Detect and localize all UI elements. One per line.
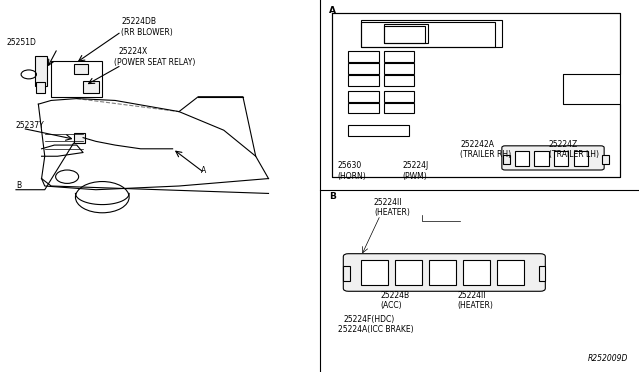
Bar (361, 20, 502, 46)
Text: B: B (16, 181, 21, 190)
Bar (539, 266, 545, 281)
Text: 25224II: 25224II (374, 198, 403, 206)
Bar (348, 125, 409, 136)
Text: 25224Z: 25224Z (548, 140, 578, 149)
Bar (383, 103, 414, 113)
Bar (35, 56, 47, 86)
Text: 25224II: 25224II (457, 291, 486, 300)
Bar (361, 22, 495, 46)
Bar (51, 61, 102, 97)
Bar (497, 260, 524, 285)
FancyBboxPatch shape (343, 254, 545, 291)
Bar (83, 81, 99, 93)
Bar (602, 155, 609, 164)
Bar (383, 51, 414, 62)
Text: (HEATER): (HEATER) (374, 208, 410, 217)
Text: (PWM): (PWM) (403, 171, 428, 180)
Bar (383, 75, 414, 86)
Text: (POWER SEAT RELAY): (POWER SEAT RELAY) (114, 58, 195, 67)
Bar (74, 64, 88, 74)
Bar (515, 151, 529, 166)
Text: (RR BLOWER): (RR BLOWER) (122, 28, 173, 37)
Bar (74, 133, 85, 143)
Text: (TRAILER RH): (TRAILER RH) (460, 150, 511, 159)
Text: (TRAILER LH): (TRAILER LH) (548, 150, 598, 159)
Bar (463, 260, 490, 285)
Bar (383, 91, 414, 102)
Text: 25224DB: 25224DB (122, 17, 156, 26)
Text: 25237Y: 25237Y (16, 121, 45, 130)
Bar (395, 260, 422, 285)
Bar (383, 26, 425, 43)
Text: (HEATER): (HEATER) (457, 301, 493, 310)
Text: A: A (202, 166, 207, 175)
Bar (574, 151, 588, 166)
Bar (383, 63, 414, 74)
Bar (503, 155, 509, 164)
Text: 25224X: 25224X (118, 47, 148, 56)
Text: B: B (329, 192, 336, 201)
Bar (348, 75, 379, 86)
Bar (348, 91, 379, 102)
Text: R252009D: R252009D (588, 354, 628, 363)
Bar (348, 63, 379, 74)
Text: A: A (329, 6, 336, 15)
FancyBboxPatch shape (502, 146, 604, 170)
Bar (343, 266, 349, 281)
Bar (383, 24, 428, 43)
Bar (332, 13, 620, 177)
Text: 25224A(ICC BRAKE): 25224A(ICC BRAKE) (337, 325, 413, 334)
Bar (554, 151, 568, 166)
Text: 25224F(HDC): 25224F(HDC) (344, 315, 395, 324)
Text: (ACC): (ACC) (380, 301, 402, 310)
Bar (36, 82, 45, 93)
Text: 25251D: 25251D (6, 38, 36, 46)
Text: 25224J: 25224J (403, 161, 429, 170)
Text: 25630: 25630 (337, 161, 362, 170)
Bar (534, 151, 548, 166)
Text: 25224B: 25224B (380, 291, 410, 300)
Bar (361, 260, 388, 285)
Bar (348, 51, 379, 62)
Text: 252242A: 252242A (460, 140, 494, 149)
Bar (429, 260, 456, 285)
Bar (348, 103, 379, 113)
Text: (HORN): (HORN) (337, 171, 366, 180)
